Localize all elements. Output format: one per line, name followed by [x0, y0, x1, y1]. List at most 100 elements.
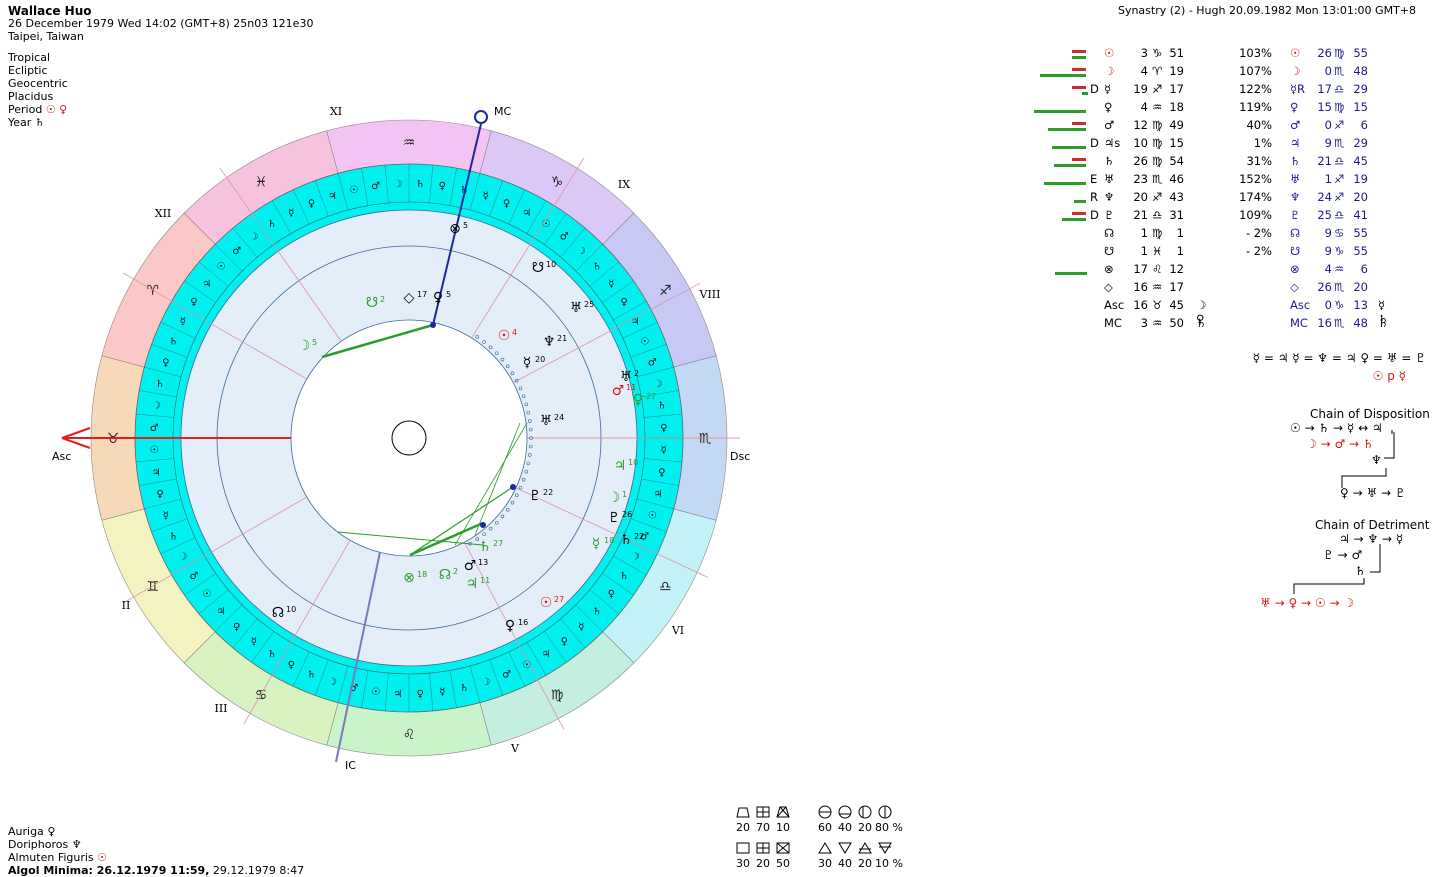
degree-tick — [271, 200, 292, 234]
degree-tick — [644, 458, 682, 463]
planet-minute: 17 — [1169, 280, 1184, 294]
degree-glyph: ♃ — [631, 316, 640, 327]
chart-summary: Auriga ♀ Doriphoros ♆ Almuten Figuris ☉ … — [8, 825, 304, 877]
planet-degree: 10 — [1133, 136, 1148, 150]
zodiac-sign-glyph: ♌ — [403, 727, 416, 743]
degree-tick — [361, 670, 369, 708]
planet-sign: ♒ — [1152, 100, 1163, 114]
planet-degree: 1 — [1140, 244, 1148, 258]
planet-glyph: ♀ — [433, 290, 443, 306]
degree-glyph: ☿ — [439, 687, 445, 698]
degree-tick — [508, 189, 525, 225]
planet-symbol: ♄ — [1104, 154, 1115, 168]
planet-degree: 3 — [1140, 316, 1148, 330]
degree-tick — [384, 165, 389, 203]
weakness-bar — [1072, 212, 1086, 215]
degree-glyph: ♂ — [150, 423, 159, 434]
partner-planet-sign: ♑ — [1334, 244, 1345, 258]
degree-glyph: ♃ — [202, 279, 211, 290]
degree-glyph: ♄ — [268, 649, 277, 660]
partner-planet-sign: ♎ — [1334, 208, 1345, 222]
planet-rulers: ☽ ♀ — [1196, 298, 1207, 326]
degree-glyph: ♄ — [169, 336, 178, 347]
degree-glyph: ♀ — [658, 467, 665, 478]
planet-glyph: ♄ — [479, 539, 492, 555]
partner-planet-symbol: Asc — [1290, 298, 1311, 312]
planet-strength: - 2% — [1245, 244, 1272, 258]
almuten-value: ☉ — [97, 851, 108, 864]
degree-glyph: ☿ — [288, 208, 294, 219]
degree-tick — [198, 261, 229, 287]
degree-glyph: ♄ — [460, 683, 469, 694]
degree-glyph: ♀ — [190, 297, 197, 308]
legend-row1: 20 70 10 60 40 20 80 % — [733, 821, 915, 834]
planet-degree: 21 — [1133, 208, 1148, 222]
planet-degree: 3 — [1140, 46, 1148, 60]
natal-chart-wheel[interactable]: ♉♈♓♒♑♐♏♎♍♌♋♊♀♄☽♂☉♃♀☿♄☽♂☉♃♀☿♄♀♄☽♂☉♃♀☿♄☽♂☉… — [0, 0, 760, 800]
degree-tick — [622, 322, 658, 339]
aspect-point — [430, 322, 436, 328]
planet-strength: 152% — [1239, 172, 1272, 186]
planet-sign: ♈ — [1152, 64, 1163, 78]
partner-planet-rulers: ♄ — [1378, 316, 1389, 330]
aspect-line — [409, 486, 514, 556]
degree-glyph: ☿ — [251, 636, 257, 647]
degree-glyph: ♃ — [393, 689, 402, 700]
partner-planet-minute: 55 — [1353, 226, 1368, 240]
planet-minute: 46 — [1169, 172, 1184, 186]
planet-degree: 5 — [446, 290, 451, 299]
partner-planet-rulers: ☿ ♄ — [1378, 298, 1389, 326]
weakness-bar — [1072, 158, 1086, 161]
degree-tick — [630, 344, 667, 358]
partner-planet-sign: ♏ — [1334, 64, 1345, 78]
planet-symbol: ♅ — [1104, 172, 1115, 186]
partner-planet-degree: 26 — [1317, 280, 1332, 294]
planet-strength: 107% — [1239, 64, 1272, 78]
partner-planet-degree: 0 — [1324, 64, 1332, 78]
midpoint-dot — [468, 541, 472, 546]
midpoint-dot — [524, 402, 529, 407]
planet-degree: 2 — [453, 567, 458, 576]
degree-tick — [560, 618, 586, 649]
weakness-bar — [1072, 86, 1086, 89]
degree-glyph: ♀ — [233, 622, 240, 633]
degree-glyph: ♄ — [593, 606, 602, 617]
degree-glyph: ♂ — [648, 357, 657, 368]
partner-planet-sign: ♏ — [1334, 136, 1345, 150]
planet-minute: 43 — [1169, 190, 1184, 204]
partner-planet-symbol: ☽ — [1290, 64, 1301, 78]
planet-glyph: ♃ — [466, 576, 479, 592]
partner-planet-minute: 6 — [1360, 118, 1368, 132]
midpoint-dot — [528, 419, 532, 423]
legend-r1-v1: 20 — [736, 821, 750, 834]
planet-degree: 22 — [543, 488, 553, 497]
planet-strength: 40% — [1246, 118, 1272, 132]
degree-tick — [232, 618, 258, 649]
legend-r2-v3: 50 — [776, 857, 790, 870]
house-label: II — [122, 599, 131, 612]
planet-degree: 18 — [604, 536, 614, 545]
planet-minute: 51 — [1169, 46, 1184, 60]
legend-r2-v1: 30 — [736, 857, 750, 870]
partner-planet-sign: ♒ — [1334, 262, 1345, 276]
planet-minute: 19 — [1169, 64, 1184, 78]
partner-planet-sign: ♍ — [1334, 46, 1345, 60]
year-value: ♄ — [34, 116, 45, 129]
house-label: XII — [155, 207, 172, 220]
planet-symbol: ☿ — [1104, 82, 1112, 96]
degree-tick — [489, 180, 503, 217]
year-label: Year — [8, 116, 32, 129]
degree-glyph: ☿ — [483, 191, 489, 202]
period-label: Period — [8, 103, 43, 116]
auriga-value: ♀ — [47, 825, 56, 838]
planet-degree: 10 — [286, 605, 296, 614]
strength-bar — [1040, 74, 1086, 77]
planet-glyph: ☿ — [523, 355, 532, 371]
planet-glyph: ☊ — [272, 605, 284, 621]
degree-glyph: ☿ — [578, 622, 584, 633]
degree-tick — [449, 670, 457, 708]
degree-tick — [602, 573, 634, 596]
planet-minute: 12 — [1169, 262, 1184, 276]
degree-glyph: ♀ — [162, 357, 169, 368]
degree-tick — [636, 498, 674, 510]
